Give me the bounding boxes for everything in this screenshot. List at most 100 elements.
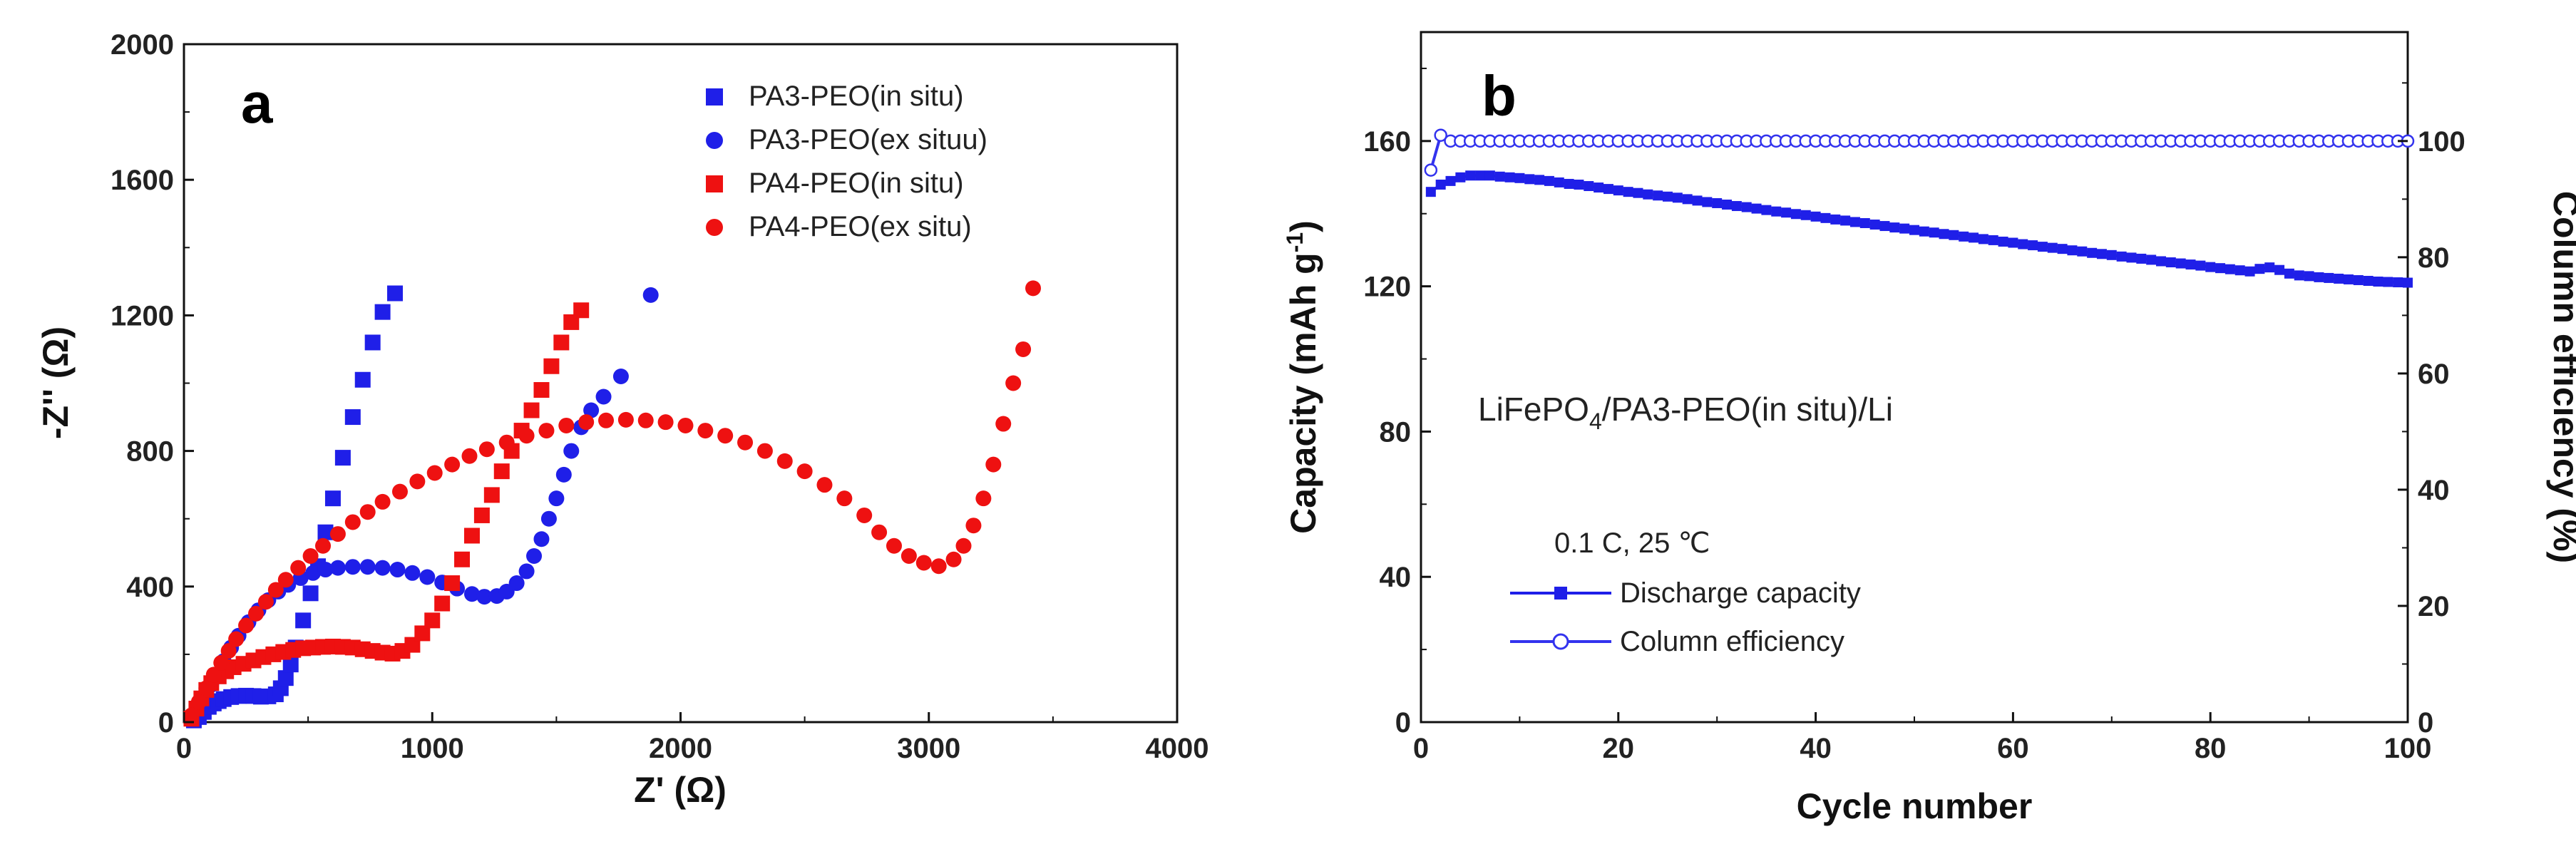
legend-marker <box>1552 633 1569 650</box>
legend-marker <box>706 88 723 106</box>
data-point <box>657 414 674 431</box>
data-point <box>526 548 543 565</box>
data-point <box>2244 266 2255 277</box>
data-point <box>518 428 535 444</box>
data-point <box>1959 231 1969 242</box>
data-point <box>315 537 332 554</box>
data-point <box>478 441 495 458</box>
data-point <box>461 448 478 464</box>
data-point <box>1554 177 1564 187</box>
data-point <box>344 514 361 530</box>
data-point <box>444 575 461 592</box>
data-point <box>1741 202 1752 212</box>
panel-b-condition: 0.1 C, 25 ℃ <box>1554 528 1710 559</box>
data-point <box>359 559 376 575</box>
data-point <box>1761 205 1772 215</box>
data-point <box>1939 229 1949 240</box>
data-point <box>354 371 371 388</box>
x-tick-label: 0 <box>1413 733 1429 764</box>
data-point <box>1859 217 1870 228</box>
data-point <box>414 625 431 642</box>
data-point <box>282 657 299 673</box>
data-point <box>476 589 493 605</box>
data-point <box>2195 260 2206 271</box>
data-point <box>404 565 421 581</box>
data-point <box>2077 246 2088 257</box>
data-point <box>617 411 634 428</box>
data-point <box>642 287 659 303</box>
panel-b-x-ticks: 0 20 40 60 80 100 <box>1413 712 2431 764</box>
data-point <box>426 465 443 481</box>
data-point <box>2037 242 2048 252</box>
data-point <box>1005 375 1022 391</box>
annotation-part-1: LiFePO <box>1478 391 1589 428</box>
panel-a-x-axis-title: Z' (Ω) <box>634 770 727 810</box>
data-point <box>856 507 873 523</box>
data-point <box>419 569 436 585</box>
data-point <box>871 524 888 540</box>
data-point <box>2057 244 2068 254</box>
data-point <box>463 528 480 544</box>
legend-label: Discharge capacity <box>1620 577 1861 609</box>
data-point <box>816 477 833 493</box>
y-tick-label: 0 <box>1395 707 1411 739</box>
panel-b-marks <box>1424 128 2415 288</box>
data-point <box>277 670 294 686</box>
data-point <box>302 548 319 565</box>
data-point <box>2146 254 2157 265</box>
data-point <box>563 314 580 330</box>
data-point <box>220 643 237 659</box>
x-tick-label: 3000 <box>897 733 960 764</box>
data-point <box>1564 178 1574 189</box>
data-point <box>2334 273 2344 284</box>
data-point <box>1820 212 1831 223</box>
data-point <box>2284 268 2294 279</box>
data-point <box>257 594 274 610</box>
data-point <box>1584 181 1594 192</box>
data-point <box>1800 210 1811 220</box>
data-point <box>1653 190 1663 201</box>
data-point <box>1929 227 1939 238</box>
panel-b-y-axis-title: Capacity (mAh g-1) <box>1282 220 1323 534</box>
data-point <box>578 414 595 431</box>
data-point <box>463 586 480 602</box>
data-point <box>277 572 294 588</box>
x-tick-label: 80 <box>2195 733 2227 764</box>
y2-tick-label: 100 <box>2418 126 2465 158</box>
data-point <box>523 402 540 418</box>
panel-b-y2-ticks: 0 20 40 60 80 100 <box>2398 82 2465 739</box>
data-point <box>2106 249 2117 260</box>
data-point <box>836 490 853 507</box>
x-tick-label: 0 <box>176 733 192 764</box>
series-pa4-peo-in-situ- <box>183 302 590 727</box>
data-point <box>975 490 992 507</box>
data-point <box>454 551 471 567</box>
data-point <box>2185 259 2196 270</box>
data-point <box>1484 170 1495 181</box>
data-point <box>374 560 391 576</box>
data-point <box>2314 272 2324 282</box>
data-point <box>434 595 451 612</box>
panel-b-y-axis-title-sup: -1 <box>1282 232 1308 252</box>
data-point <box>1919 226 1929 237</box>
x-tick-label: 4000 <box>1146 733 1209 764</box>
data-point <box>2274 264 2285 275</box>
data-point <box>1722 200 1733 210</box>
y-tick-label: 800 <box>126 436 174 468</box>
data-point <box>1692 195 1703 206</box>
data-point <box>756 443 773 459</box>
data-point <box>374 304 391 320</box>
data-point <box>1998 236 2008 247</box>
data-point <box>1514 173 1525 183</box>
data-point <box>1682 194 1693 205</box>
data-point <box>2126 252 2137 263</box>
data-point <box>2264 262 2275 273</box>
data-point <box>2087 247 2098 258</box>
data-point <box>583 402 600 418</box>
y-tick-label: 400 <box>126 572 174 603</box>
data-point <box>1534 175 1545 185</box>
series-column-efficiency <box>1424 128 2415 177</box>
data-point <box>965 518 982 534</box>
data-point <box>1840 215 1851 226</box>
panel-b-y-axis-title-end: ) <box>1283 220 1323 232</box>
